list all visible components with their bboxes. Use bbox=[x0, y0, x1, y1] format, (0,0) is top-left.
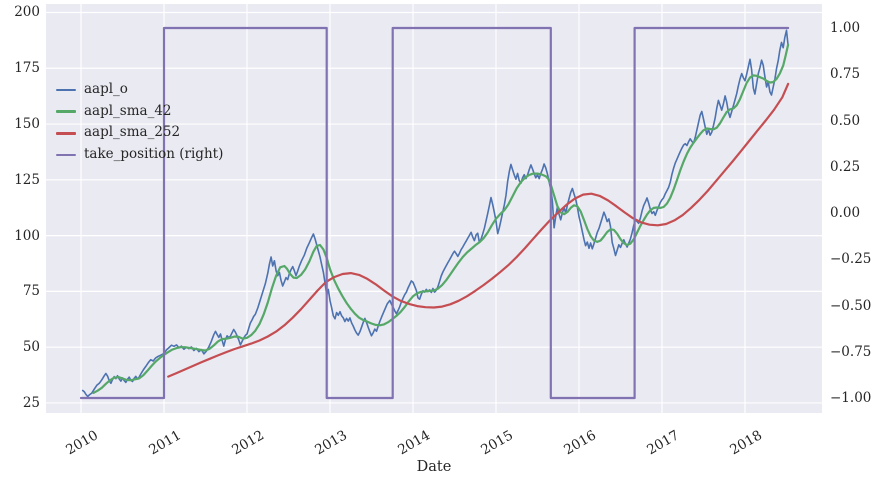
series-line-aapl-sma-42 bbox=[92, 43, 790, 394]
y-right-tick-label-6: −0.50 bbox=[830, 297, 872, 314]
legend-item-aapl-sma-252: aapl_sma_252 bbox=[56, 122, 223, 144]
y-right-tick-label-4: 0.00 bbox=[830, 205, 861, 222]
legend-item-aapl-o: aapl_o bbox=[56, 79, 223, 101]
y-right-tick-label-3: 0.25 bbox=[830, 158, 861, 175]
y-left-tick-label-100: 100 bbox=[14, 227, 40, 244]
y-right-tick-label-7: −0.75 bbox=[830, 343, 872, 360]
y-right-tick-label-2: 0.50 bbox=[830, 112, 861, 129]
legend: aapl_o aapl_sma_42 aapl_sma_252 take_pos… bbox=[56, 79, 223, 166]
x-axis-label: Date bbox=[416, 459, 452, 475]
axes-background bbox=[46, 4, 822, 413]
legend-label: aapl_o bbox=[84, 81, 128, 98]
legend-line-sample-blue-icon bbox=[56, 88, 76, 92]
y-right-tick-label-5: −0.25 bbox=[830, 251, 872, 268]
gridlines bbox=[46, 4, 822, 413]
y-right-tick-label-0: 1.00 bbox=[830, 20, 861, 37]
y-right-tick-label-1: 0.75 bbox=[830, 66, 861, 83]
legend-label: take_position (right) bbox=[84, 146, 224, 163]
series-line-aapl-o bbox=[81, 29, 789, 398]
legend-line-sample-purple-icon bbox=[56, 153, 76, 157]
y-left-tick-label-125: 125 bbox=[14, 171, 40, 188]
y-left-tick-label-50: 50 bbox=[22, 339, 40, 356]
legend-label: aapl_sma_252 bbox=[84, 124, 181, 141]
legend-item-take-position: take_position (right) bbox=[56, 144, 223, 166]
y-right-tick-label-8: −1.00 bbox=[830, 390, 872, 407]
y-left-tick-label-25: 25 bbox=[22, 394, 40, 411]
y-left-tick-label-150: 150 bbox=[14, 116, 40, 133]
series-line-aapl-sma-252 bbox=[167, 82, 790, 378]
y-left-tick-label-200: 200 bbox=[14, 4, 40, 21]
series-line-take-position-right bbox=[79, 26, 790, 400]
y-left-tick-label-175: 175 bbox=[14, 60, 40, 77]
legend-label: aapl_sma_42 bbox=[84, 102, 172, 119]
legend-line-sample-green-icon bbox=[56, 110, 76, 113]
y-left-tick-label-75: 75 bbox=[22, 283, 40, 300]
legend-line-sample-red-icon bbox=[56, 131, 76, 135]
legend-item-aapl-sma-42: aapl_sma_42 bbox=[56, 101, 223, 123]
